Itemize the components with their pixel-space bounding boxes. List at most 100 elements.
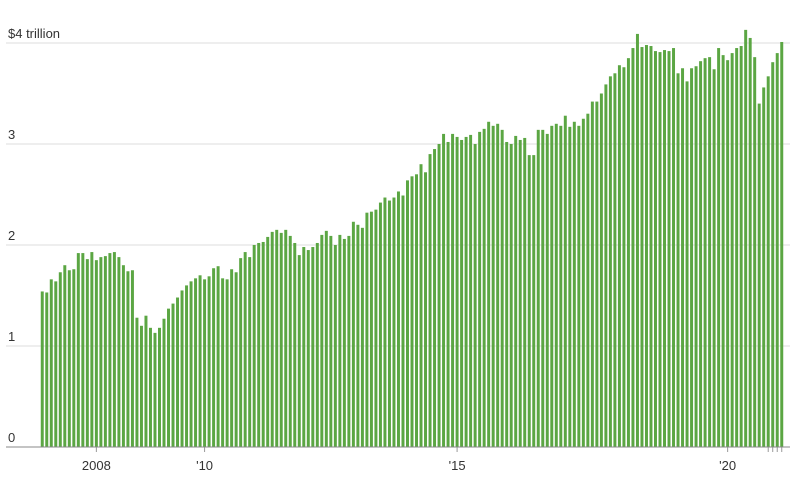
bar [437,144,441,447]
bar [94,260,98,447]
bar [311,247,315,447]
bar [72,269,76,447]
bar [103,256,107,447]
bar [478,131,482,447]
bar [130,270,134,447]
bar [153,332,157,447]
bar [374,209,378,447]
y-tick-label: 2 [8,228,15,243]
bar [744,29,748,448]
bar [279,232,283,447]
bar [753,57,757,447]
bar [76,253,80,447]
bar [162,318,166,447]
bar [288,235,292,447]
bar [775,53,779,447]
bar [306,250,310,447]
bar [635,33,639,447]
bar [356,224,360,447]
bar [694,66,698,447]
bar [644,45,648,448]
bar [185,285,189,447]
bar [464,136,468,447]
bar [595,101,599,447]
bar [730,53,734,447]
x-tick-label: '20 [719,458,736,473]
bar [351,221,355,447]
bar [360,227,364,447]
bar [415,174,418,448]
bar [85,259,89,447]
bar [442,133,446,447]
bar [739,46,743,447]
bar [667,51,671,448]
bar [672,48,676,448]
bar [67,270,71,447]
bar [342,238,346,447]
bar [514,135,518,448]
bar [176,297,180,447]
bar [45,292,49,447]
bar [198,275,202,447]
bar [532,155,536,448]
bar [252,245,256,447]
bar [550,125,554,447]
bar [505,141,509,448]
bar [766,76,770,447]
bar [658,52,662,448]
bar [203,279,207,447]
bar [369,211,373,447]
bar [482,128,486,447]
bar [451,133,455,447]
bar [266,236,270,447]
bar [748,37,752,447]
bar [617,65,621,447]
bar [108,253,112,447]
bar [257,242,261,447]
bar [396,191,400,447]
bar [194,278,198,447]
bar [563,115,567,447]
bar [640,47,644,447]
bar [144,315,148,447]
bar [248,257,252,447]
bar [780,41,784,448]
bar [135,317,139,447]
bar [541,129,545,448]
bar [54,281,58,447]
bar [338,234,342,447]
bar [58,272,62,447]
bar [383,197,387,447]
bar [446,141,450,448]
bar [410,176,414,447]
bar [167,308,170,447]
bar [487,121,491,447]
bar [230,269,234,447]
x-tick-label: '10 [196,458,213,473]
bar [577,125,581,447]
bar [212,268,216,447]
bar [491,125,495,447]
bar [518,139,522,447]
bar [117,257,121,447]
bar [234,272,238,447]
bar [121,265,125,447]
bar [419,164,423,447]
bar [270,231,274,447]
bar [455,136,459,447]
bar [40,291,44,447]
bar [406,180,409,448]
bar [243,252,247,447]
bar [189,281,193,447]
y-tick-label: 0 [8,430,15,445]
bar [433,149,437,448]
bar [315,242,319,447]
bar [302,247,306,447]
bar [572,121,576,447]
bar [333,245,337,447]
bar [275,229,279,447]
bar [654,51,657,448]
bar [387,200,391,447]
bar [590,101,594,447]
bar [392,197,396,447]
